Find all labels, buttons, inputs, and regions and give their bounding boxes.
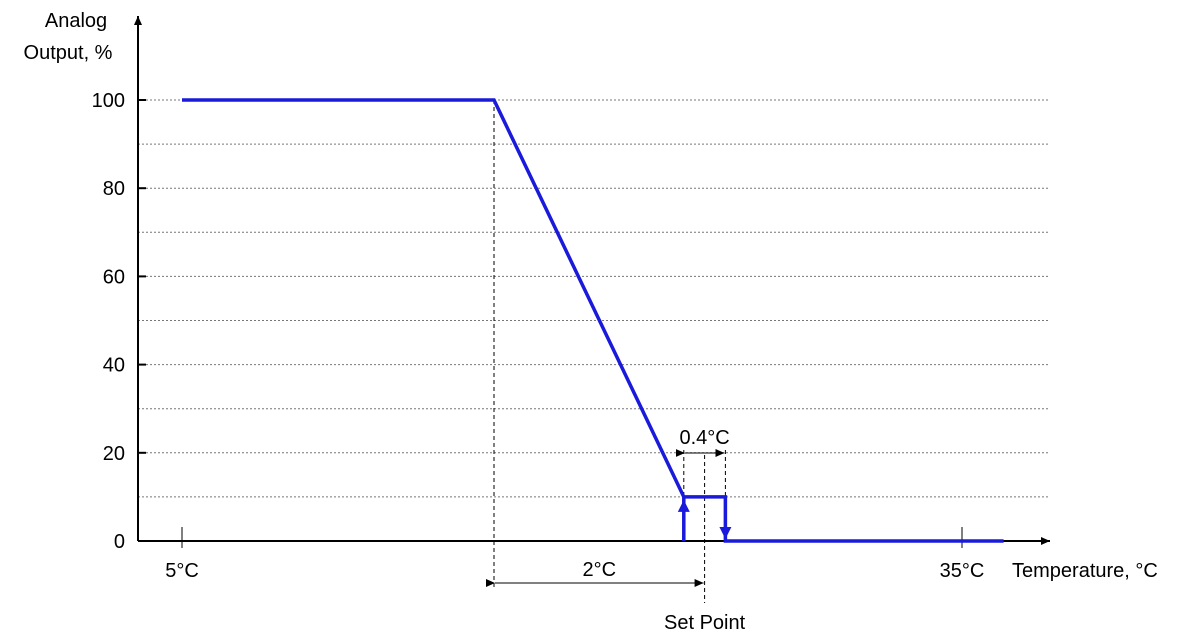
- y-tick-label: 0: [114, 531, 125, 553]
- grid-lines: [138, 99, 1048, 498]
- guide-lines: [493, 100, 726, 603]
- y-axis-label-line1: Analog: [45, 10, 107, 32]
- y-tick-label: 40: [103, 355, 125, 377]
- x-tick-label: 35°C: [940, 560, 985, 582]
- series-line: [182, 98, 1004, 543]
- x-ticks: 5°C 35°C: [165, 527, 984, 582]
- set-point-label: Set Point: [664, 612, 746, 634]
- x-tick-label: 5°C: [165, 560, 199, 582]
- y-axis-label-line2: Output, %: [24, 42, 113, 64]
- hysteresis-label: 0.4°C: [679, 427, 729, 449]
- y-tick-label: 80: [103, 178, 125, 200]
- y-tick-label: 100: [92, 90, 125, 112]
- y-tick-label: 20: [103, 443, 125, 465]
- band-label: 2°C: [583, 559, 617, 581]
- y-ticks: 0 20 40 60 80 100: [92, 90, 146, 553]
- x-axis-label: Temperature, °C: [1012, 560, 1158, 582]
- series-group: [182, 98, 1004, 543]
- annotations: 0.4°C 2°C Set Point: [486, 427, 746, 634]
- y-tick-label: 60: [103, 266, 125, 288]
